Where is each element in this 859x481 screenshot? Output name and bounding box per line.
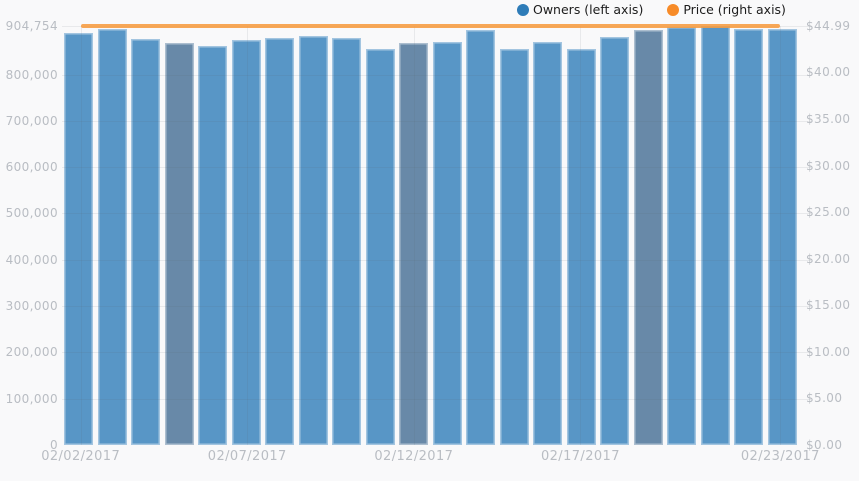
owners-bar-02/21/2017[interactable] bbox=[700, 26, 730, 445]
owners-bar-02/02/2017[interactable] bbox=[64, 33, 94, 445]
y-right-tick-$0.00: $0.00 bbox=[806, 438, 843, 452]
y-right-tick-$40.00: $40.00 bbox=[806, 65, 851, 80]
y-right-tick-$30.00: $30.00 bbox=[806, 158, 851, 173]
x-tick-02/07/2017: 02/07/2017 bbox=[207, 449, 287, 464]
y-right-tick-$15.00: $15.00 bbox=[806, 298, 851, 313]
legend-price-label: Price (right axis) bbox=[683, 2, 786, 17]
legend-owners-label: Owners (left axis) bbox=[533, 2, 644, 17]
owners-bar-02/13/2017[interactable] bbox=[432, 42, 462, 445]
y-right-tick-$20.00: $20.00 bbox=[806, 251, 851, 266]
owners-bar-02/20/2017[interactable] bbox=[667, 27, 697, 445]
owners-bar-02/23/2017[interactable] bbox=[767, 28, 797, 445]
owners-bar-02/07/2017[interactable] bbox=[231, 39, 261, 445]
owners-bar-02/05/2017[interactable] bbox=[164, 42, 194, 445]
owners-bar-02/19/2017[interactable] bbox=[633, 30, 663, 445]
price-series-dot-icon bbox=[667, 3, 680, 16]
y-left-tick-300,000: 300,000 bbox=[5, 299, 58, 314]
y-right-tick-$25.00: $25.00 bbox=[806, 205, 851, 220]
owners-series-dot-icon bbox=[517, 3, 529, 16]
owners-bar-02/22/2017[interactable] bbox=[734, 29, 764, 445]
y-right-tick-$10.00: $10.00 bbox=[806, 344, 851, 359]
owners-bar-02/14/2017[interactable] bbox=[466, 29, 496, 445]
chart-legend: Owners (left axis) Price (right axis) bbox=[517, 2, 786, 17]
legend-item-owners[interactable]: Owners (left axis) bbox=[517, 2, 643, 17]
x-tick-02/23/2017: 02/23/2017 bbox=[740, 449, 820, 464]
y-left-tick-500,000: 500,000 bbox=[5, 206, 58, 221]
x-tick-02/12/2017: 02/12/2017 bbox=[374, 449, 454, 464]
y-left-tick-700,000: 700,000 bbox=[5, 113, 58, 128]
owners-bar-02/17/2017[interactable] bbox=[566, 49, 596, 445]
y-right-tick-$44.99: $44.99 bbox=[806, 19, 851, 33]
y-left-tick-800,000: 800,000 bbox=[5, 67, 58, 82]
y-right-tick-$5.00: $5.00 bbox=[806, 391, 843, 406]
owners-bar-02/10/2017[interactable] bbox=[332, 37, 362, 445]
y-left-tick-600,000: 600,000 bbox=[5, 160, 58, 175]
y-left-tick-400,000: 400,000 bbox=[5, 252, 58, 267]
plot-area bbox=[62, 23, 811, 445]
owners-bar-02/04/2017[interactable] bbox=[131, 39, 161, 445]
y-left-tick-0: 0 bbox=[49, 438, 58, 452]
price-line[interactable] bbox=[80, 23, 781, 28]
owners-bar-02/06/2017[interactable] bbox=[198, 45, 228, 445]
owners-bar-02/11/2017[interactable] bbox=[365, 49, 395, 445]
owners-bar-02/12/2017[interactable] bbox=[399, 42, 429, 445]
owners-bar-02/16/2017[interactable] bbox=[533, 42, 563, 445]
y-left-tick-904,754: 904,754 bbox=[5, 19, 58, 33]
y-left-tick-200,000: 200,000 bbox=[5, 345, 58, 360]
y-left-tick-100,000: 100,000 bbox=[5, 391, 58, 406]
y-right-tick-$35.00: $35.00 bbox=[806, 112, 851, 127]
owners-bar-02/09/2017[interactable] bbox=[298, 35, 328, 445]
owners-bar-02/03/2017[interactable] bbox=[97, 28, 127, 445]
owners-bar-02/08/2017[interactable] bbox=[265, 37, 295, 445]
owners-bar-02/15/2017[interactable] bbox=[499, 49, 529, 445]
owners-bar-02/18/2017[interactable] bbox=[600, 36, 630, 445]
x-tick-02/02/2017: 02/02/2017 bbox=[41, 449, 121, 464]
x-tick-02/17/2017: 02/17/2017 bbox=[540, 449, 620, 464]
legend-item-price[interactable]: Price (right axis) bbox=[667, 2, 786, 17]
bars-container bbox=[64, 26, 797, 445]
